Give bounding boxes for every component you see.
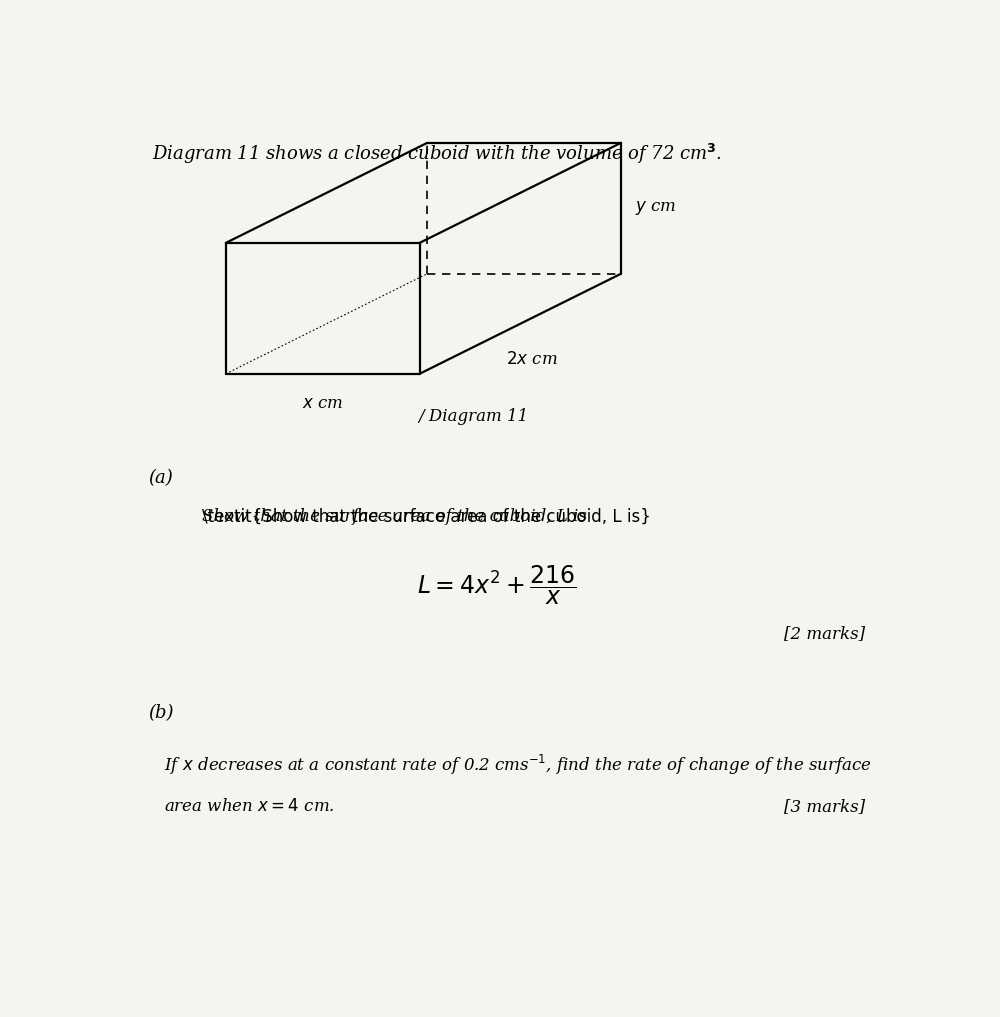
Text: [3 marks]: [3 marks] <box>784 798 865 815</box>
Text: $2x$ cm: $2x$ cm <box>506 351 558 368</box>
Text: Diagram 11 shows a closed cuboid with the volume of 72 cm$^{\mathbf{3}}$.: Diagram 11 shows a closed cuboid with th… <box>152 142 722 167</box>
Text: (a): (a) <box>148 469 173 487</box>
Text: / Diagram 11: / Diagram 11 <box>419 408 529 425</box>
Text: area when $x = 4$ cm.: area when $x = 4$ cm. <box>164 798 334 815</box>
Text: $L = 4x^2 + \dfrac{216}{x}$: $L = 4x^2 + \dfrac{216}{x}$ <box>417 563 577 607</box>
Text: $x$ cm: $x$ cm <box>302 396 343 412</box>
Text: If $x$ decreases at a constant rate of 0.2 cms$^{-1}$, find the rate of change o: If $x$ decreases at a constant rate of 0… <box>164 753 872 777</box>
Text: (b): (b) <box>148 704 174 722</box>
Text: [2 marks]: [2 marks] <box>784 625 865 643</box>
Text: \textit{Show that the surface area of the cuboid, L is}: \textit{Show that the surface area of th… <box>202 507 651 525</box>
Text: $y$ cm: $y$ cm <box>635 199 676 218</box>
Text: Show that the surface area of the cuboid, L is: Show that the surface area of the cuboid… <box>202 507 587 525</box>
